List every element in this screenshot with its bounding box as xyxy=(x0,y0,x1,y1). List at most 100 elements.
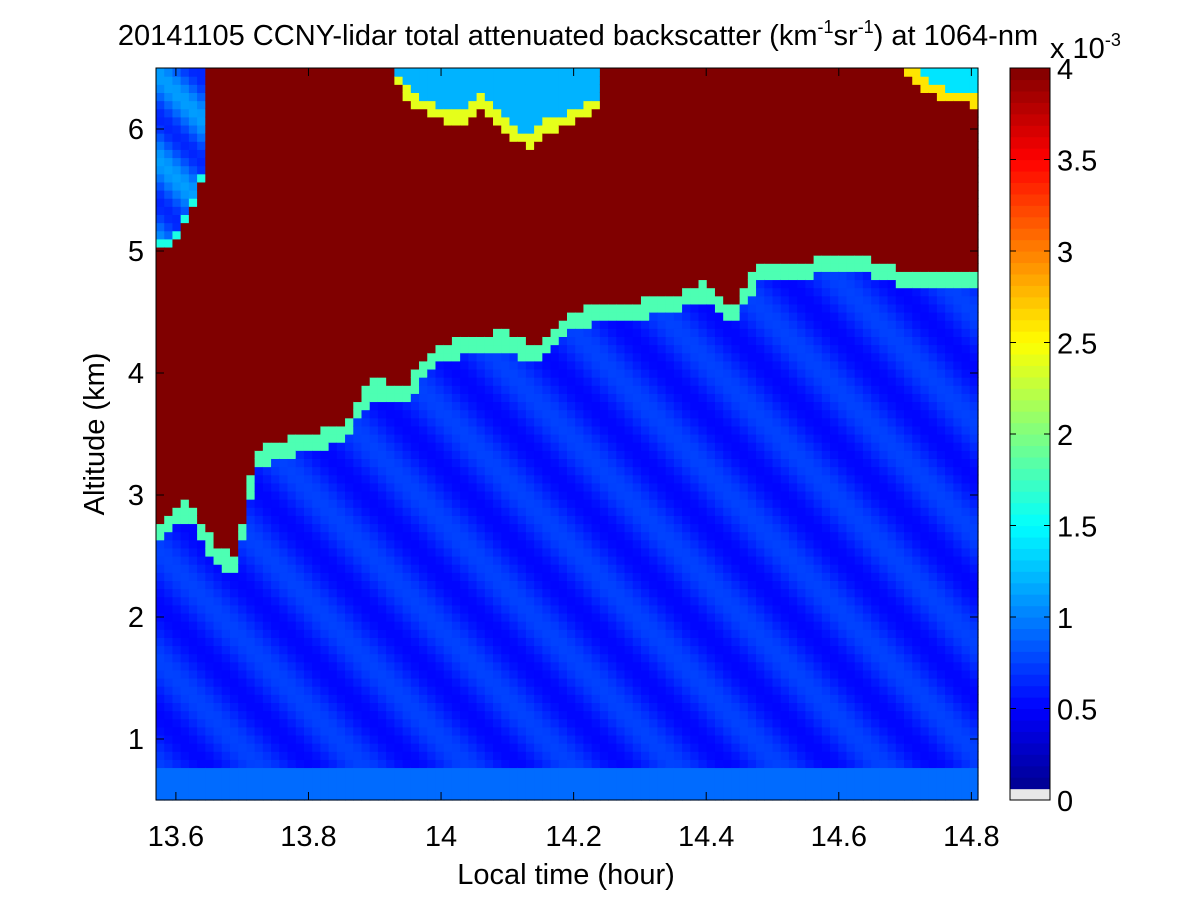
heatmap-cell xyxy=(460,718,469,728)
heatmap-cell xyxy=(246,100,256,110)
heatmap-cell xyxy=(229,368,239,378)
heatmap-cell xyxy=(583,133,593,142)
heatmap-cell xyxy=(501,482,511,492)
heatmap-cell xyxy=(312,279,321,289)
heatmap-cell xyxy=(345,336,354,346)
heatmap-cell xyxy=(246,702,256,712)
heatmap-cell xyxy=(221,409,231,419)
heatmap-cell xyxy=(435,596,445,606)
heatmap-cell xyxy=(550,507,560,516)
heatmap-cell xyxy=(229,100,239,110)
heatmap-cell xyxy=(180,458,190,468)
heatmap-cell xyxy=(336,564,346,573)
heatmap-cell xyxy=(279,621,289,630)
heatmap-cell xyxy=(353,181,363,191)
heatmap-cell xyxy=(468,661,478,671)
heatmap-cell xyxy=(345,539,354,549)
heatmap-cell xyxy=(287,678,297,687)
heatmap-cell xyxy=(517,68,527,77)
heatmap-cell xyxy=(402,344,412,354)
heatmap-cell xyxy=(279,759,289,769)
heatmap-cell xyxy=(567,621,576,630)
heatmap-cell xyxy=(410,173,420,183)
heatmap-cell xyxy=(460,198,469,207)
heatmap-cell xyxy=(410,377,420,386)
heatmap-cell xyxy=(542,645,552,655)
heatmap-cell xyxy=(345,434,354,443)
heatmap-cell xyxy=(197,198,206,207)
heatmap-cell xyxy=(451,499,461,508)
heatmap-cell xyxy=(320,287,330,297)
heatmap-cell xyxy=(279,531,289,541)
heatmap-cell xyxy=(377,92,387,102)
heatmap-cell xyxy=(558,621,568,630)
heatmap-cell xyxy=(377,482,387,492)
heatmap-cell xyxy=(213,393,223,403)
heatmap-cell xyxy=(262,539,272,549)
heatmap-cell xyxy=(303,718,313,728)
heatmap-cell xyxy=(188,621,198,630)
heatmap-cell xyxy=(213,100,223,110)
heatmap-cell xyxy=(271,556,280,565)
heatmap-cell xyxy=(493,92,502,102)
heatmap-cell xyxy=(262,572,272,581)
heatmap-cell xyxy=(476,263,486,272)
heatmap-cell xyxy=(419,206,428,215)
heatmap-cell xyxy=(517,629,527,638)
heatmap-cell xyxy=(295,84,305,93)
heatmap-cell xyxy=(295,173,305,183)
heatmap-cell xyxy=(410,409,420,419)
heatmap-cell xyxy=(353,287,363,297)
heatmap-cell xyxy=(246,556,256,565)
heatmap-cell xyxy=(205,434,215,443)
heatmap-cell xyxy=(205,190,215,199)
heatmap-cell xyxy=(394,214,404,224)
heatmap-cell xyxy=(550,385,560,394)
heatmap-cell xyxy=(164,133,174,142)
heatmap-cell xyxy=(542,718,552,728)
heatmap-cell xyxy=(419,710,428,720)
heatmap-cell xyxy=(229,401,239,411)
heatmap-cell xyxy=(410,710,420,720)
heatmap-cell xyxy=(468,425,478,435)
heatmap-cell xyxy=(517,417,527,427)
heatmap-cell xyxy=(501,401,511,411)
heatmap-cell xyxy=(172,604,182,614)
heatmap-cell xyxy=(180,661,190,671)
heatmap-cell xyxy=(238,466,248,476)
heatmap-cell xyxy=(205,645,215,655)
heatmap-cell xyxy=(484,287,494,297)
heatmap-cell xyxy=(238,499,248,508)
heatmap-cell xyxy=(476,669,486,679)
heatmap-cell xyxy=(197,222,206,232)
heatmap-cell xyxy=(188,702,198,712)
heatmap-cell xyxy=(468,686,478,695)
heatmap-cell xyxy=(410,108,420,118)
heatmap-cell xyxy=(558,645,568,655)
heatmap-cell xyxy=(558,108,568,118)
heatmap-cell xyxy=(435,206,445,215)
heatmap-cell xyxy=(369,490,379,500)
heatmap-cell xyxy=(493,84,502,93)
heatmap-cell xyxy=(410,694,420,703)
heatmap-cell xyxy=(279,547,289,557)
heatmap-cell xyxy=(361,417,371,427)
heatmap-cell xyxy=(229,303,239,313)
heatmap-cell xyxy=(525,751,535,760)
heatmap-cell xyxy=(238,100,248,110)
heatmap-cell xyxy=(180,206,190,215)
heatmap-cell xyxy=(591,295,601,305)
heatmap-cell xyxy=(591,303,601,313)
heatmap-cell xyxy=(386,686,395,695)
heatmap-cell xyxy=(567,588,576,598)
heatmap-cell xyxy=(377,702,387,712)
heatmap-cell xyxy=(328,442,338,451)
heatmap-cell xyxy=(156,409,165,419)
heatmap-cell xyxy=(287,791,297,801)
heatmap-cell xyxy=(591,320,601,329)
heatmap-cell xyxy=(246,686,256,695)
heatmap-cell xyxy=(156,783,165,793)
heatmap-cell xyxy=(476,564,486,573)
heatmap-cell xyxy=(197,377,206,386)
heatmap-cell xyxy=(336,694,346,703)
